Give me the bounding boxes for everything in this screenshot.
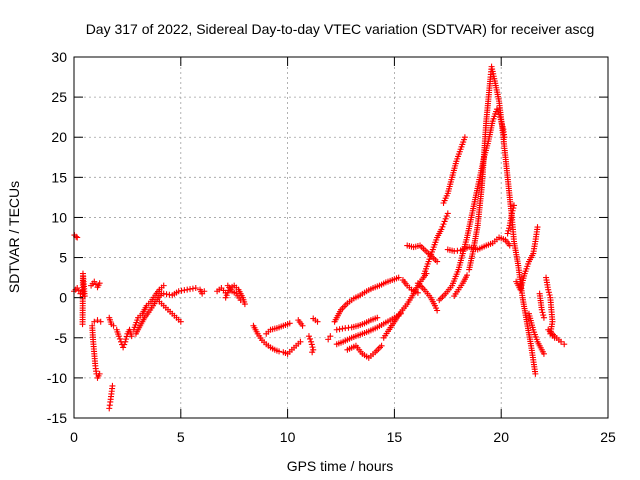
x-tick-label: 15 (387, 429, 403, 445)
data-point (309, 344, 316, 351)
data-point (438, 226, 445, 233)
data-point (177, 318, 184, 325)
data-point (374, 314, 381, 321)
data-point (79, 321, 86, 328)
data-point (327, 333, 334, 340)
data-point (241, 301, 248, 308)
data-point (96, 370, 103, 377)
data-point (540, 314, 547, 321)
data-point (395, 274, 402, 281)
data-point (314, 318, 321, 325)
data-points (71, 63, 568, 412)
data-point (434, 258, 441, 265)
data-point (122, 336, 129, 343)
data-point (160, 282, 167, 289)
data-point (532, 370, 539, 377)
data-point (511, 202, 518, 209)
y-tick-label: 15 (51, 169, 67, 185)
data-point (539, 309, 546, 316)
data-point (534, 224, 541, 231)
data-point (439, 223, 446, 230)
data-point (540, 312, 547, 319)
data-point (192, 285, 199, 292)
data-point (442, 215, 449, 222)
data-point (308, 338, 315, 345)
data-point (434, 307, 441, 314)
plot-frame (73, 56, 609, 419)
y-tick-label: 20 (51, 129, 67, 145)
data-point (116, 335, 123, 342)
y-tick-label: 30 (51, 49, 67, 65)
y-axis-label: SDTVAR / TECUs (6, 181, 22, 293)
data-point (309, 349, 316, 356)
data-point (545, 286, 552, 293)
data-point (286, 320, 293, 327)
x-tick-label: 20 (493, 429, 509, 445)
data-point (91, 318, 98, 325)
axis-ticks: -15 -10 -5 0 5 10 15 20 25 30 0 5 10 15 20 25 (47, 49, 616, 445)
y-tick-label: 25 (51, 89, 67, 105)
data-point (506, 225, 513, 232)
data-point (440, 221, 447, 228)
data-point (115, 333, 122, 340)
data-point (505, 227, 512, 234)
y-tick-label: 5 (59, 250, 67, 266)
data-point (297, 338, 304, 345)
data-point (201, 288, 208, 295)
data-point (561, 341, 568, 348)
data-point (545, 289, 552, 296)
y-tick-label: -10 (47, 370, 67, 386)
data-point (538, 306, 545, 313)
y-tick-label: 10 (51, 209, 67, 225)
data-point (308, 341, 315, 348)
data-point (508, 210, 515, 217)
data-point (325, 336, 332, 343)
data-point (120, 344, 127, 351)
data-point (305, 333, 312, 340)
data-point (109, 382, 116, 389)
data-point (464, 272, 471, 279)
x-tick-label: 25 (600, 429, 616, 445)
data-point (443, 213, 450, 220)
data-point (94, 317, 101, 324)
gridlines (74, 57, 608, 418)
data-point (461, 134, 468, 141)
data-point (506, 242, 513, 249)
x-axis-label: GPS time / hours (287, 458, 394, 474)
data-point (540, 350, 547, 357)
data-point (128, 333, 135, 340)
y-tick-label: -5 (55, 330, 68, 346)
data-point (276, 348, 283, 355)
data-point (378, 342, 385, 349)
data-point (509, 207, 516, 214)
x-tick-label: 5 (177, 429, 185, 445)
data-point (96, 280, 103, 287)
data-point (122, 338, 129, 345)
data-point (237, 297, 244, 304)
data-point (504, 230, 511, 237)
data-point (97, 318, 104, 325)
data-point (510, 205, 517, 212)
data-point (121, 341, 128, 348)
data-point (493, 106, 500, 113)
x-tick-label: 10 (280, 429, 296, 445)
data-point (307, 335, 314, 342)
data-point (558, 338, 565, 345)
data-point (441, 218, 448, 225)
data-point (444, 210, 451, 217)
data-point (414, 289, 421, 296)
y-tick-label: 0 (59, 290, 67, 306)
data-point (74, 234, 81, 241)
data-point (546, 291, 553, 298)
x-tick-label: 0 (70, 429, 78, 445)
data-point (299, 322, 306, 329)
data-point (110, 322, 117, 329)
chart-title: Day 317 of 2022, Sidereal Day-to-day VTE… (86, 21, 595, 37)
y-tick-label: -15 (47, 410, 67, 426)
